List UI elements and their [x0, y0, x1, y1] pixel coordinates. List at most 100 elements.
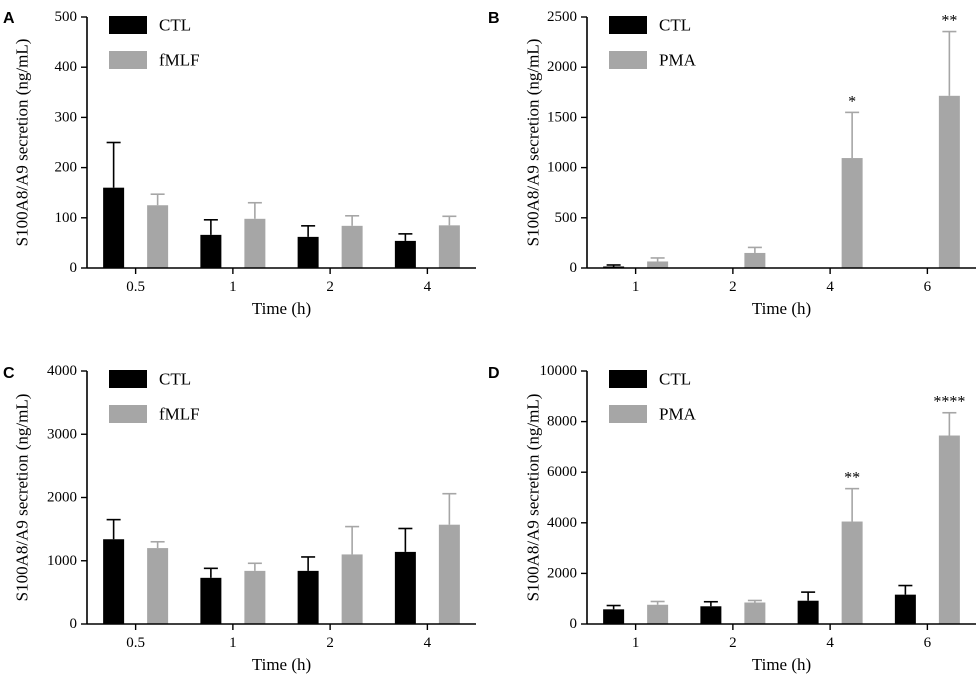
legend-swatch-pma: [609, 405, 647, 423]
legend-label-fmlf: fMLF: [159, 405, 200, 424]
x-tick-label: 6: [924, 279, 932, 295]
panel-d: D S100A8/A9 secretion (ng/mL) Time (h) 1 2 **…: [488, 363, 976, 674]
y-tick-label: 1000: [47, 553, 77, 569]
y-tick-label: 10000: [540, 363, 578, 379]
bar-ctl-0.5: [103, 539, 125, 624]
legend-swatch-ctl: [109, 370, 147, 388]
legend-label-ctl: CTL: [159, 16, 191, 35]
panel-letter: C: [3, 365, 15, 382]
bar-ctl-4: [797, 600, 819, 624]
y-tick-label: 0: [70, 260, 78, 276]
legend-label-pma: PMA: [659, 405, 697, 424]
y-tick-label: 2000: [47, 490, 77, 506]
y-tick-label: 2000: [547, 565, 577, 581]
x-tick-label: 2: [326, 279, 334, 295]
y-tick-label: 0: [70, 616, 78, 632]
bar-fmlf-1: [244, 218, 266, 268]
panel-letter: B: [488, 10, 500, 27]
bar-ctl-1: [603, 609, 625, 624]
y-tick-label: 8000: [547, 414, 577, 430]
x-axis-label: Time (h): [752, 655, 811, 674]
y-axis-label: S100A8/A9 secretion (ng/mL): [13, 39, 32, 247]
panel-c: C S100A8/A9 secretion (ng/mL) Time (h) 0.5 1…: [3, 363, 476, 674]
x-tick-label: 4: [826, 279, 834, 295]
bar-ctl-6: [894, 594, 916, 624]
x-tick-label: 1: [632, 279, 640, 295]
y-tick-label: 300: [55, 109, 78, 125]
x-tick-label: 1: [632, 635, 640, 651]
bar-pma-6: [938, 95, 960, 269]
bar-fmlf-2: [341, 554, 363, 624]
bar-fmlf-1: [244, 570, 266, 624]
x-tick-label: 1: [229, 635, 237, 651]
x-axis-label: Time (h): [252, 299, 311, 318]
bar-fmlf-0.5: [147, 548, 169, 624]
bar-ctl-0.5: [103, 187, 125, 268]
x-tick-label: 1: [229, 279, 237, 295]
legend-label-pma: PMA: [659, 51, 697, 70]
y-axis-label: S100A8/A9 secretion (ng/mL): [524, 39, 543, 247]
y-tick-label: 400: [55, 59, 78, 75]
y-tick-label: 0: [570, 260, 578, 276]
x-tick-label: 0.5: [126, 635, 145, 651]
y-tick-label: 3000: [47, 426, 77, 442]
bar-pma-4: [841, 158, 863, 268]
legend-label-fmlf: fMLF: [159, 51, 200, 70]
x-tick-label: 4: [424, 279, 432, 295]
bar-pma-2: [744, 252, 766, 268]
significance-marker: *: [848, 93, 856, 110]
legend-label-ctl: CTL: [159, 370, 191, 389]
bar-ctl-1: [200, 577, 222, 624]
bar-pma-1: [647, 261, 669, 268]
y-tick-label: 100: [55, 210, 78, 226]
bar-ctl-4: [394, 551, 416, 624]
y-tick-label: 1500: [547, 109, 577, 125]
legend-swatch-fmlf: [109, 51, 147, 69]
panel-letter: D: [488, 365, 500, 382]
x-tick-label: 4: [826, 635, 834, 651]
y-tick-label: 500: [555, 210, 578, 226]
x-tick-label: 2: [729, 635, 737, 651]
y-tick-label: 500: [55, 9, 78, 25]
y-tick-label: 4000: [547, 515, 577, 531]
bar-ctl-4: [394, 240, 416, 268]
bar-pma-4: [841, 521, 863, 624]
bar-fmlf-4: [438, 225, 460, 268]
y-tick-label: 1000: [547, 160, 577, 176]
significance-marker: ****: [933, 394, 965, 411]
significance-marker: **: [844, 470, 860, 487]
bar-ctl-2: [297, 236, 319, 268]
y-tick-label: 2000: [547, 59, 577, 75]
y-tick-label: 200: [55, 160, 78, 176]
y-tick-label: 0: [570, 616, 578, 632]
x-axis-label: Time (h): [752, 299, 811, 318]
bar-fmlf-0.5: [147, 205, 169, 268]
bar-pma-1: [647, 604, 669, 624]
panel-b: B S100A8/A9 secretion (ng/mL) Time (h) 1 2 * 4…: [488, 9, 976, 318]
y-tick-label: 2500: [547, 9, 577, 25]
bar-ctl-2: [297, 570, 319, 624]
x-tick-label: 2: [729, 279, 737, 295]
legend-swatch-ctl: [109, 16, 147, 34]
legend-label-ctl: CTL: [659, 16, 691, 35]
legend-label-ctl: CTL: [659, 370, 691, 389]
bar-fmlf-2: [341, 225, 363, 268]
panel-letter: A: [3, 10, 15, 27]
bar-fmlf-4: [438, 524, 460, 624]
x-tick-label: 2: [326, 635, 334, 651]
y-tick-label: 6000: [547, 464, 577, 480]
y-axis-label: S100A8/A9 secretion (ng/mL): [13, 394, 32, 602]
legend-swatch-fmlf: [109, 405, 147, 423]
x-tick-label: 0.5: [126, 279, 145, 295]
bar-pma-6: [938, 435, 960, 624]
y-axis-label: S100A8/A9 secretion (ng/mL): [524, 394, 543, 602]
legend-swatch-pma: [609, 51, 647, 69]
y-tick-label: 4000: [47, 363, 77, 379]
x-tick-label: 4: [424, 635, 432, 651]
panel-a: A S100A8/A9 secretion (ng/mL) Time (h) 0.5 1…: [3, 9, 476, 318]
bar-ctl-1: [200, 234, 222, 268]
significance-marker: **: [941, 13, 957, 30]
x-axis-label: Time (h): [252, 655, 311, 674]
x-tick-label: 6: [924, 635, 932, 651]
